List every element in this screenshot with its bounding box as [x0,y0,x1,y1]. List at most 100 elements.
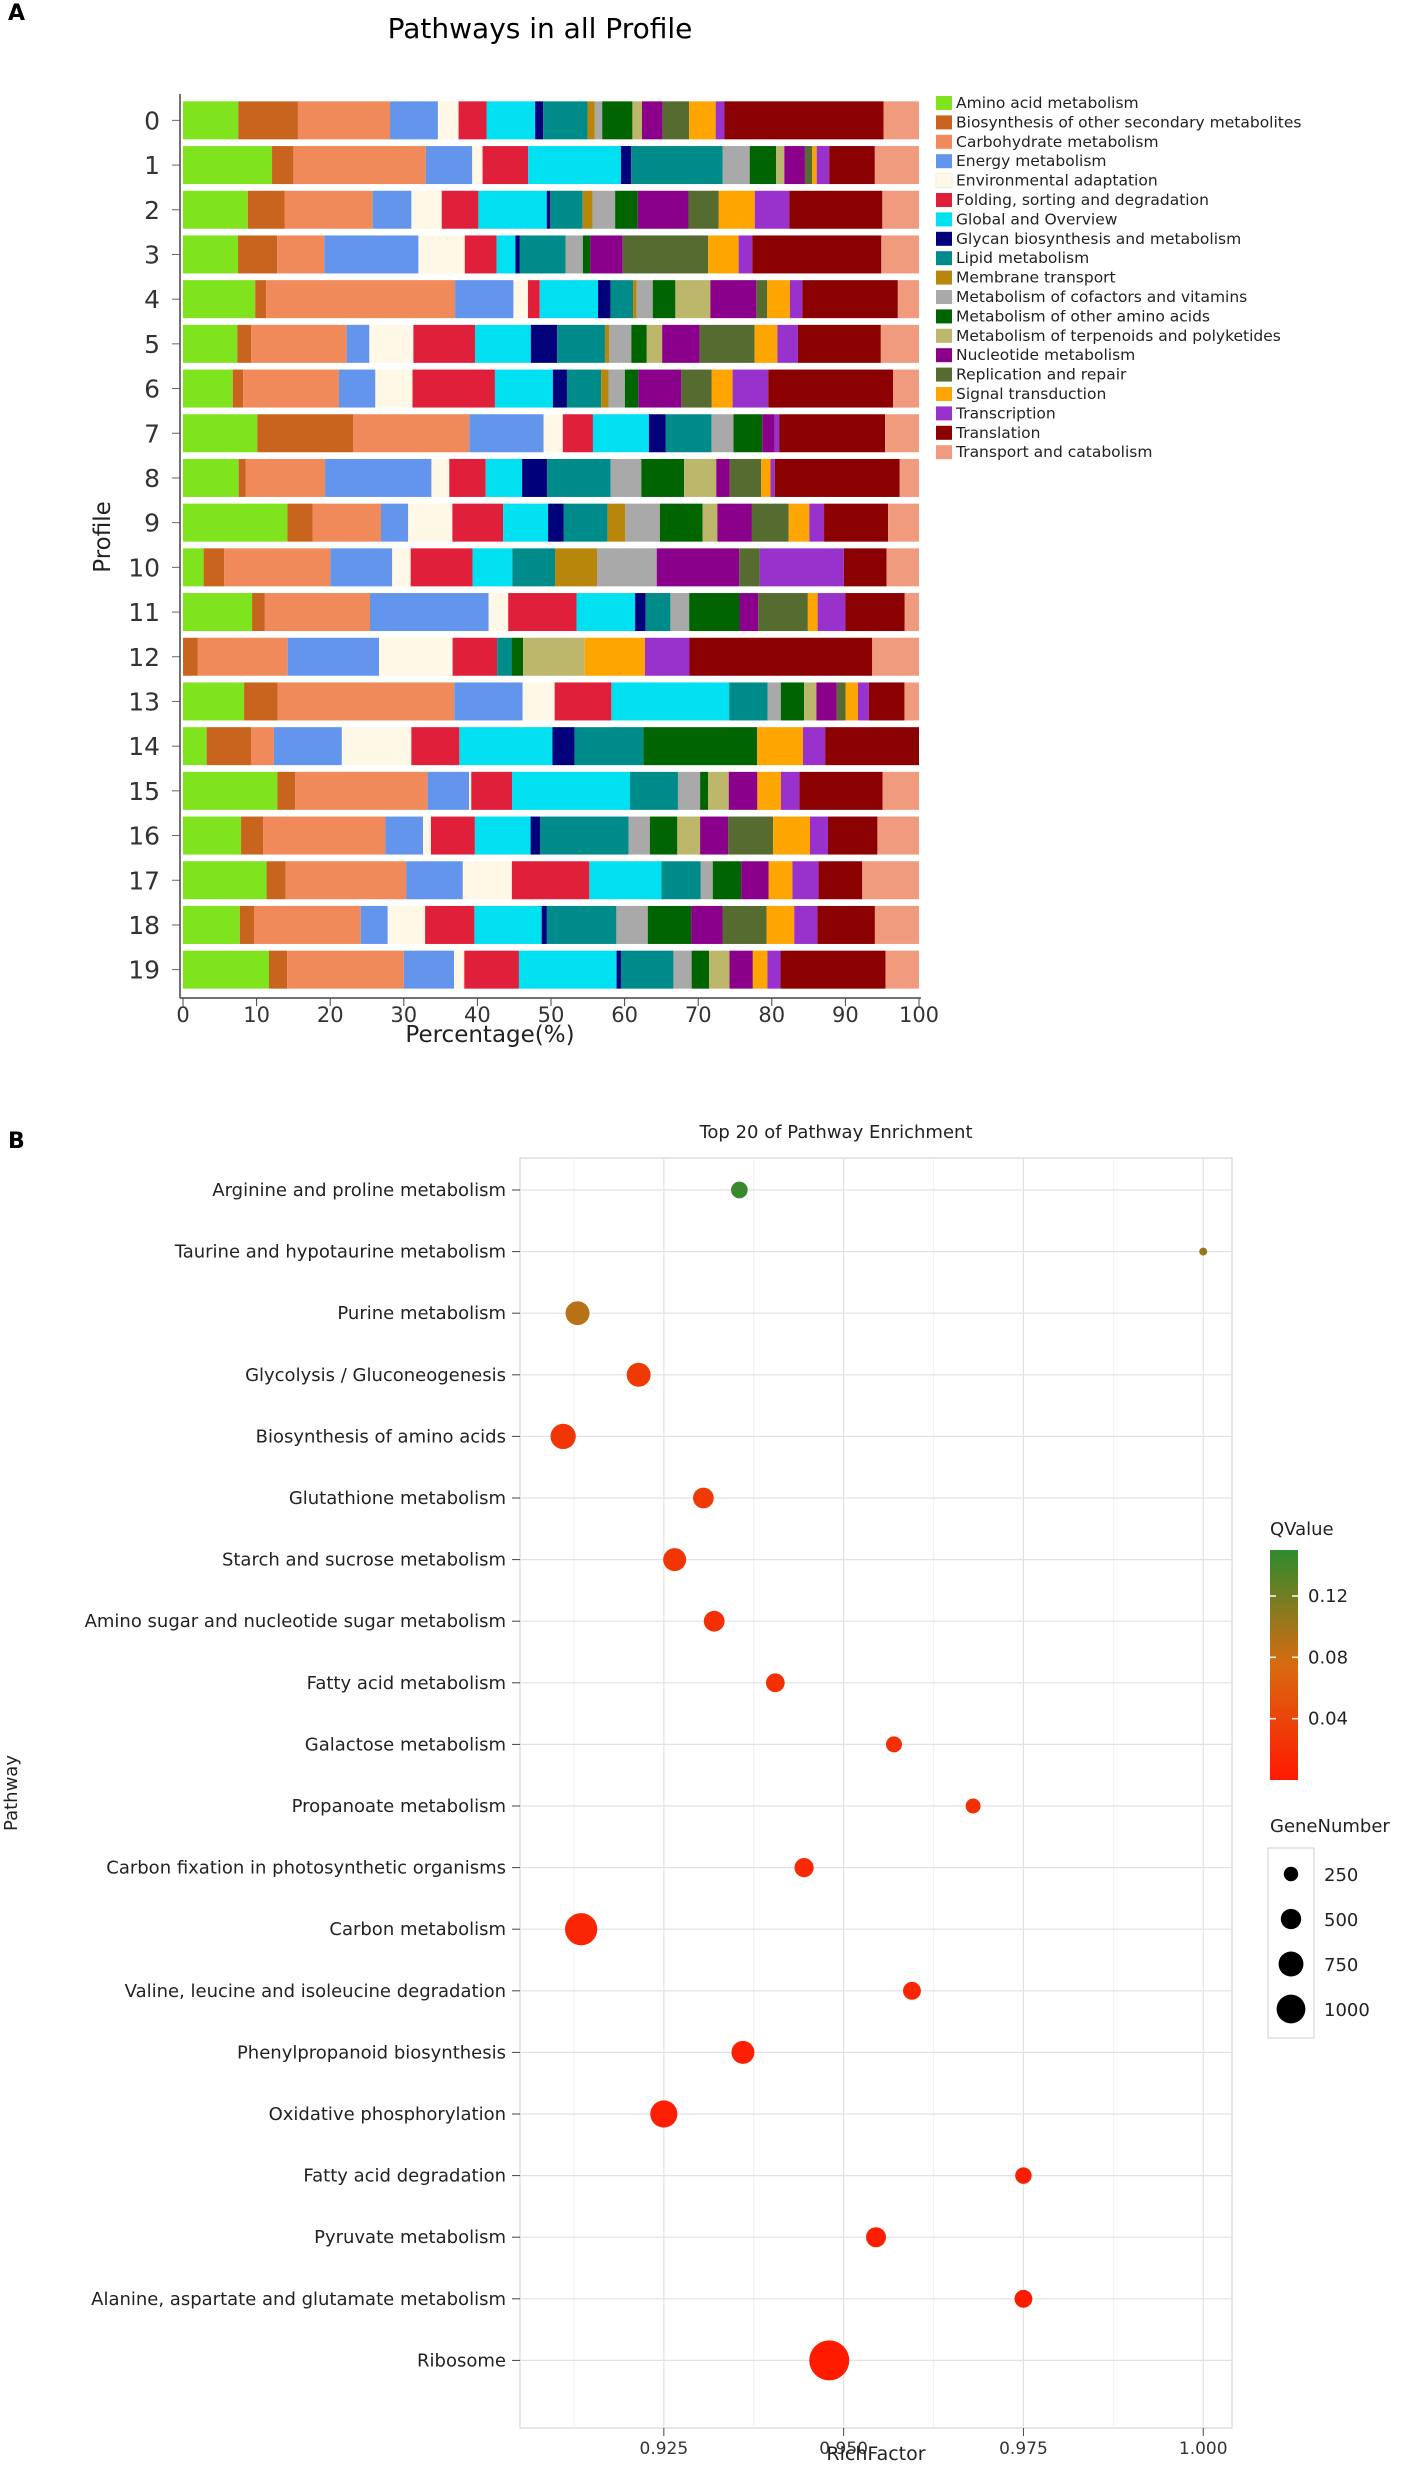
bar-segment [638,369,682,408]
bar-segment [758,593,808,632]
bar-segment [777,324,798,363]
pathway-label: Starch and sucrose metabolism [222,1550,506,1571]
bar-segment [761,458,771,497]
bar-segment [372,190,412,229]
bar-segment [904,682,919,721]
bar-segment [885,414,919,453]
bar-segment [474,905,542,944]
size-legend-label: 750 [1324,1955,1358,1976]
bar-segment [767,280,790,319]
bar-segment [528,280,540,319]
bar-segment [522,682,555,721]
bar-segment [620,950,674,989]
bar-segment [768,369,894,408]
profile-tick-label: 13 [128,687,160,716]
legend-label: Carbohydrate metabolism [956,133,1159,151]
bubble-point [885,1736,902,1753]
bar-segment [767,950,781,989]
bar-segment [784,146,805,185]
bar-segment [601,369,609,408]
bubble-point [1015,2167,1032,2184]
qvalue-legend: QValue 0.12 0.08 0.04 [1270,1519,1348,1780]
bubble-points [550,1181,1208,2381]
bar-segment [295,771,428,810]
legend-swatch [936,387,952,401]
bubble-point [565,1301,590,1326]
bar-segment [183,682,245,721]
bar-segment [647,905,692,944]
bar-segment [845,593,905,632]
bar-segment [874,146,919,185]
bar-segment [809,503,825,542]
bar-segment [646,324,663,363]
profile-tick-label: 10 [128,553,160,582]
bar-segment [754,190,790,229]
bar-segment [418,235,465,274]
bar-segment [768,861,793,900]
bubble-point [809,2340,850,2381]
bar-segment [662,101,690,140]
bar-segment [206,727,251,766]
size-legend-label: 1000 [1324,2000,1370,2021]
bar-segment [818,861,863,900]
bar-segment [360,905,388,944]
legend-swatch [936,367,952,382]
profile-tick-label: 19 [128,956,160,985]
bar-segment [183,414,258,453]
profile-tick-label: 0 [144,106,160,135]
bar-segment [608,369,625,408]
bar-segment [868,682,905,721]
bar-segment [252,593,265,632]
bar-segment [462,861,512,900]
bar-segment [794,905,818,944]
bar-segment [455,280,514,319]
bar-segment [700,816,729,855]
bar-segment [237,324,252,363]
bar-segment [297,101,391,140]
bar-segment [232,369,244,408]
bar-segment [708,235,739,274]
pathway-label: Carbon fixation in photosynthetic organi… [106,1858,506,1879]
legend-label: Signal transduction [956,385,1106,403]
bar-segment [644,637,690,676]
bar-segment [224,548,331,587]
bar-segment [264,593,371,632]
pathway-label: Carbon metabolism [329,1919,506,1940]
x-tick-label: 40 [464,1003,491,1027]
profile-tick-label: 15 [128,777,160,806]
bar-segment [609,324,632,363]
bar-segment [241,816,264,855]
bar-segment [699,324,755,363]
pathway-label: Purine metabolism [337,1303,506,1324]
bar-segment [515,235,520,274]
bar-segment [238,458,246,497]
profile-tick-label: 6 [144,375,160,404]
legend-label: Transport and catabolism [955,443,1152,461]
legend-label: Biosynthesis of other secondary metaboli… [956,113,1302,131]
bar-chart-x-label: Percentage(%) [405,1022,574,1048]
bar-segment [843,548,887,587]
bar-segment [512,548,556,587]
colorbar-tick-label: 0.08 [1308,1647,1348,1668]
bar-segment [449,458,486,497]
bar-segment [641,101,663,140]
bar-segment [718,190,755,229]
bar-segment [519,235,566,274]
x-tick-label: 80 [758,1003,785,1027]
genenumber-legend: GeneNumber 250 500 750 1000 [1267,1816,1390,2039]
pathway-label: Alanine, aspartate and glutamate metabol… [91,2289,506,2310]
bar-segment [732,369,769,408]
bar-segment [353,414,470,453]
pathway-label: Taurine and hypotaurine metabolism [174,1242,506,1263]
bar-segment [238,101,298,140]
bar-segment [478,190,547,229]
bar-segment [251,324,347,363]
bar-segment [645,593,671,632]
bar-segment [715,101,725,140]
bar-segment [825,727,919,766]
pathway-label: Phenylpropanoid biosynthesis [237,2042,506,2063]
bar-segment [712,861,742,900]
bar-segment [183,369,233,408]
pathway-label: Glycolysis / Gluconeogenesis [245,1365,506,1386]
